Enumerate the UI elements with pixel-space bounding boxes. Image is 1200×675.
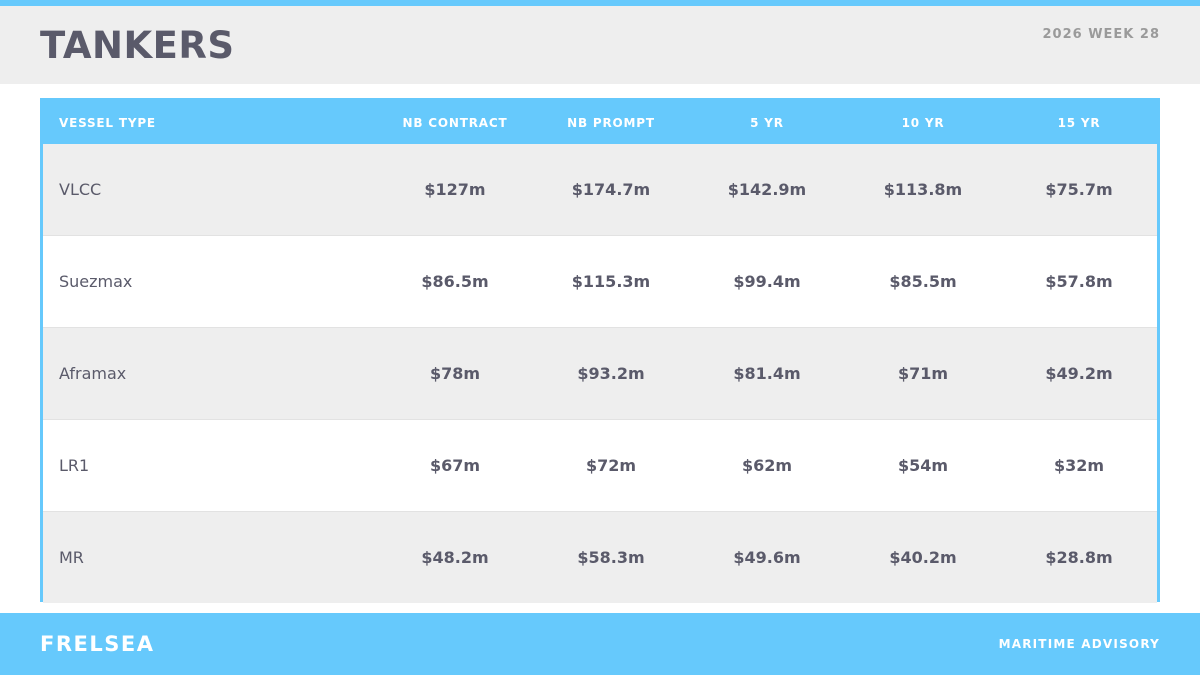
footer: FRELSEA MARITIME ADVISORY xyxy=(0,613,1200,675)
price-cell: $58.3m xyxy=(533,511,689,603)
price-cell: $67m xyxy=(377,419,533,512)
brand: FRELSEA xyxy=(40,632,155,656)
title: TANKERS xyxy=(40,24,235,67)
table-row: VLCC $127m $174.7m $142.9m $113.8m $75.7m xyxy=(43,144,1157,236)
price-cell: $81.4m xyxy=(689,327,845,420)
price-cell: $75.7m xyxy=(1001,144,1157,236)
price-cell: $49.6m xyxy=(689,511,845,603)
table-frame: VESSEL TYPE NB CONTRACT NB PROMPT 5 YR 10 YR… xyxy=(40,98,1160,603)
vessel-type: LR1 xyxy=(43,419,377,512)
price-cell: $72m xyxy=(533,419,689,512)
table-row: Suezmax $86.5m $115.3m $99.4m $85.5m $57.8m xyxy=(43,235,1157,328)
column-header: NB CONTRACT xyxy=(377,101,533,144)
price-cell: $142.9m xyxy=(689,144,845,236)
table-body: VLCC $127m $174.7m $142.9m $113.8m $75.7m Suez… xyxy=(43,144,1157,603)
price-cell: $115.3m xyxy=(533,235,689,328)
price-cell: $49.2m xyxy=(1001,327,1157,420)
price-cell: $99.4m xyxy=(689,235,845,328)
price-cell: $86.5m xyxy=(377,235,533,328)
header-row: VESSEL TYPE NB CONTRACT NB PROMPT 5 YR 10 YR… xyxy=(43,101,1157,144)
price-cell: $127m xyxy=(377,144,533,236)
price-cell: $28.8m xyxy=(1001,511,1157,603)
price-cell: $57.8m xyxy=(1001,235,1157,328)
price-cell: $48.2m xyxy=(377,511,533,603)
vessel-type: MR xyxy=(43,511,377,603)
vessel-type: VLCC xyxy=(43,144,377,236)
price-cell: $113.8m xyxy=(845,144,1001,236)
price-cell: $85.5m xyxy=(845,235,1001,328)
table-row: LR1 $67m $72m $62m $54m $32m xyxy=(43,419,1157,512)
table-row: Aframax $78m $93.2m $81.4m $71m $49.2m xyxy=(43,327,1157,420)
column-header: VESSEL TYPE xyxy=(43,101,377,144)
column-header: NB PROMPT xyxy=(533,101,689,144)
tagline: MARITIME ADVISORY xyxy=(998,637,1160,651)
price-cell: $93.2m xyxy=(533,327,689,420)
price-cell: $174.7m xyxy=(533,144,689,236)
top-bar xyxy=(0,0,1200,6)
price-table: VESSEL TYPE NB CONTRACT NB PROMPT 5 YR 10 YR… xyxy=(43,101,1157,603)
price-cell: $40.2m xyxy=(845,511,1001,603)
price-cell: $62m xyxy=(689,419,845,512)
column-header: 5 YR xyxy=(689,101,845,144)
price-cell: $71m xyxy=(845,327,1001,420)
column-header: 15 YR xyxy=(1001,101,1157,144)
column-header: 10 YR xyxy=(845,101,1001,144)
vessel-type: Suezmax xyxy=(43,235,377,328)
header: TANKERS 2026 WEEK 28 xyxy=(0,6,1200,84)
price-cell: $32m xyxy=(1001,419,1157,512)
week-label: 2026 WEEK 28 xyxy=(1042,27,1160,42)
price-cell: $54m xyxy=(845,419,1001,512)
vessel-type: Aframax xyxy=(43,327,377,420)
table-row: MR $48.2m $58.3m $49.6m $40.2m $28.8m xyxy=(43,511,1157,603)
price-cell: $78m xyxy=(377,327,533,420)
